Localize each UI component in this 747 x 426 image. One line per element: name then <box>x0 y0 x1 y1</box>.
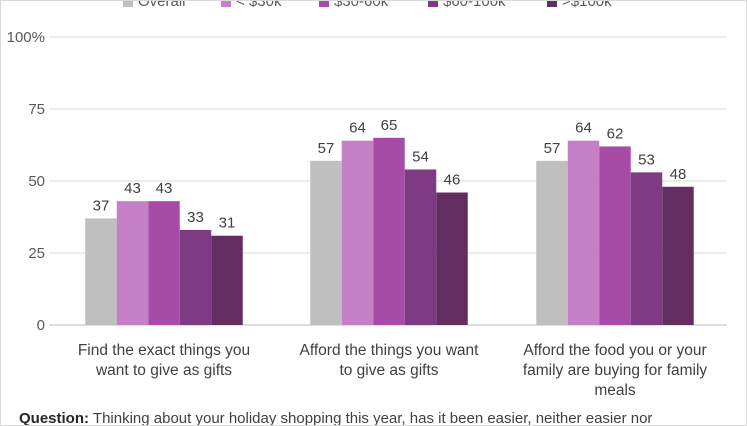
y-tick-label: 75 <box>28 101 45 118</box>
category-label-line: want to give as gifts <box>95 362 232 379</box>
bar <box>85 218 117 325</box>
category-label-line: family are buying for family <box>523 362 708 379</box>
data-label: 62 <box>607 125 624 142</box>
bar <box>310 160 342 325</box>
data-label: 53 <box>638 151 655 168</box>
data-label: 65 <box>381 117 398 134</box>
legend-label: $60-100k <box>443 1 506 10</box>
bar-group: 37 43 43 33 31 <box>85 180 243 325</box>
legend-swatch <box>428 1 438 7</box>
category-label: Find the exact things you want to give as… <box>78 342 250 379</box>
data-label: 57 <box>544 140 561 157</box>
legend-label: $30-60k <box>334 1 389 10</box>
legend-swatch <box>221 1 231 7</box>
bar <box>404 169 437 325</box>
data-label: 64 <box>575 120 592 137</box>
data-label: 43 <box>156 180 173 197</box>
category-label-line: Afford the things you want <box>300 342 480 359</box>
bar <box>148 201 180 325</box>
bar <box>436 192 468 325</box>
bar <box>179 229 212 325</box>
legend-item: Overall <box>123 1 186 10</box>
bar <box>599 146 631 325</box>
legend-label: >$100k <box>562 1 612 10</box>
category-label: Afford the things you want to give as gif… <box>300 342 480 379</box>
legend-item: >$100k <box>547 1 612 10</box>
legend-swatch <box>319 1 329 7</box>
legend-item: < $30k <box>221 1 282 10</box>
question-text: Thinking about your holiday shopping thi… <box>92 410 653 426</box>
legend-swatch <box>547 1 557 7</box>
bar-group: 57 64 65 54 46 <box>310 117 468 325</box>
bars: 37 43 43 33 31 57 64 65 54 46 57 64 62 53 48 <box>85 117 694 325</box>
category-label-line: Afford the food you or your <box>523 342 706 359</box>
data-label: 33 <box>187 209 204 226</box>
y-tick-label: 100% <box>7 29 45 46</box>
category-label-line: Find the exact things you <box>78 342 250 359</box>
question-label: Question: <box>19 410 89 426</box>
bar <box>567 140 600 325</box>
bar <box>662 186 694 325</box>
bar <box>341 140 374 325</box>
data-label: 64 <box>349 120 366 137</box>
legend-item: $60-100k <box>428 1 506 10</box>
x-axis: Find the exact things you want to give as… <box>78 342 708 399</box>
legend-swatch <box>123 1 133 7</box>
data-label: 37 <box>93 197 110 214</box>
bar <box>373 137 405 325</box>
bar-group: 57 64 62 53 48 <box>536 120 694 325</box>
question-footnote: Question: Thinking about your holiday sh… <box>19 410 739 426</box>
legend-label: Overall <box>138 1 186 10</box>
y-tick-label: 50 <box>28 173 45 190</box>
data-label: 46 <box>444 172 461 189</box>
legend-label: < $30k <box>236 1 282 10</box>
bar <box>536 160 568 325</box>
data-label: 43 <box>124 180 141 197</box>
category-label: Afford the food you or your family are bu… <box>523 342 708 399</box>
data-label: 48 <box>670 166 687 183</box>
category-label-line: meals <box>594 382 636 399</box>
data-label: 31 <box>219 215 236 232</box>
bar <box>630 172 663 325</box>
bar <box>116 201 149 325</box>
y-tick-label: 25 <box>28 245 45 262</box>
legend: Overall < $30k $30-60k $60-100k >$100k <box>123 1 612 10</box>
y-tick-label: 0 <box>37 317 45 334</box>
bar <box>211 235 243 325</box>
category-label-line: to give as gifts <box>339 362 438 379</box>
data-label: 57 <box>318 140 335 157</box>
legend-item: $30-60k <box>319 1 389 10</box>
y-axis: 0 25 50 75 100% <box>7 29 45 334</box>
data-label: 54 <box>412 148 429 165</box>
